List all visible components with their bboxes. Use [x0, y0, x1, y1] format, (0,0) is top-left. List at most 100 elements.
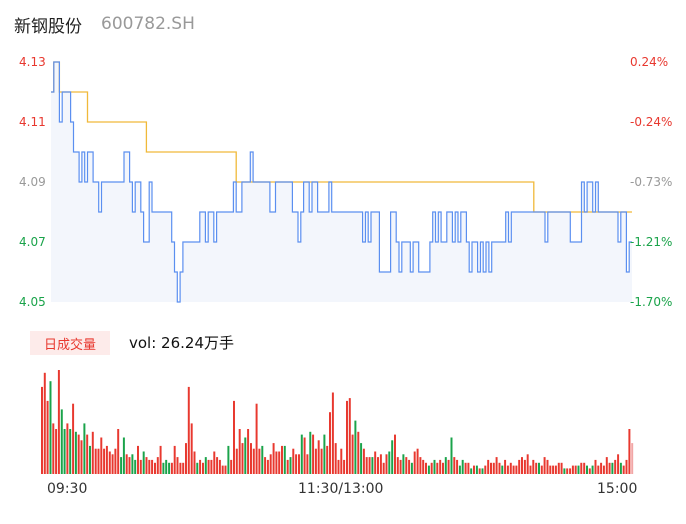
volume-bar	[588, 468, 591, 474]
volume-bar	[125, 454, 128, 474]
volume-bar	[41, 386, 43, 474]
volume-bar	[312, 434, 315, 474]
volume-bar	[300, 434, 303, 474]
volume-bar	[151, 459, 154, 474]
volume-bar	[470, 468, 473, 474]
volume-bar	[49, 381, 52, 474]
volume-bar	[461, 459, 464, 474]
volume-bar	[137, 445, 139, 474]
volume-bar	[250, 443, 252, 474]
volume-bar	[586, 465, 588, 474]
volume-bar	[247, 429, 250, 474]
volume-bar	[235, 448, 238, 474]
volume-bar	[128, 457, 131, 474]
y-tick-label: 4.13	[19, 55, 46, 69]
y2-tick-label: -0.73%	[630, 175, 672, 189]
volume-bar	[543, 457, 546, 474]
volume-bar	[617, 454, 620, 474]
volume-bar	[594, 459, 597, 474]
volume-bar	[354, 420, 357, 474]
volume-bar	[343, 459, 346, 474]
volume-bar	[362, 448, 365, 474]
volume-bar	[281, 445, 283, 474]
volume-bar	[614, 459, 617, 474]
volume-bar	[622, 465, 625, 474]
volume-bar	[283, 445, 286, 474]
volume-bar	[331, 392, 334, 474]
volume-bar	[60, 409, 63, 474]
volume-bar	[295, 454, 298, 474]
volume-bar	[394, 434, 396, 474]
volume-bar	[605, 457, 608, 474]
volume-bar	[202, 462, 204, 474]
volume-bar	[526, 454, 529, 474]
volume-bar	[148, 459, 151, 474]
volume-bar	[323, 434, 326, 474]
volume-bar	[577, 465, 580, 474]
stock-code: 600782.SH	[101, 14, 195, 34]
volume-bar	[351, 434, 354, 474]
volume-bar	[204, 457, 207, 474]
volume-bar	[108, 451, 111, 474]
volume-bar	[230, 459, 233, 474]
percent-axis: 0.24% -0.24% -0.73% -1.21% -1.70%	[630, 55, 672, 309]
volume-bar	[105, 445, 108, 474]
price-axis: 4.13 4.11 4.09 4.07 4.05	[19, 55, 46, 309]
volume-bar	[306, 454, 309, 474]
volume-bar	[241, 443, 244, 474]
volume-bar	[563, 468, 566, 474]
volume-bar	[357, 431, 360, 474]
volume-bar	[529, 465, 532, 474]
volume-bar	[122, 437, 125, 474]
volume-bar	[43, 372, 46, 474]
volume-bar	[89, 445, 91, 474]
volume-bar	[597, 465, 600, 474]
volume-bar	[515, 465, 518, 474]
volume-bar	[120, 457, 123, 474]
volume-bar	[346, 400, 348, 474]
volume-bar	[224, 465, 227, 474]
volume-bar	[456, 459, 459, 474]
volume-bar	[532, 459, 535, 474]
volume-bar	[501, 465, 504, 474]
volume-bar	[410, 462, 413, 474]
volume-bar	[602, 465, 605, 474]
volume-bar	[320, 448, 323, 474]
volume-bar	[554, 465, 557, 474]
volume-bar	[176, 457, 179, 474]
volume-bar	[314, 448, 317, 474]
y-tick-label: 4.07	[19, 235, 46, 249]
volume-bar	[190, 423, 193, 474]
volume-bar	[495, 457, 498, 474]
x-tick-open: 09:30	[47, 481, 88, 497]
volume-bar	[611, 462, 614, 474]
volume-bar	[478, 468, 481, 474]
volume-bar	[187, 386, 190, 474]
volume-badge-label: 日成交量	[44, 338, 97, 353]
volume-bar	[631, 443, 634, 474]
volume-bar	[374, 451, 377, 474]
volume-bar	[221, 465, 224, 474]
volume-bar	[535, 462, 538, 474]
volume-bars	[41, 370, 634, 474]
volume-bar	[329, 412, 331, 474]
volume-bar	[216, 457, 219, 474]
volume-bar	[278, 451, 281, 474]
volume-bar	[492, 462, 495, 474]
volume-bar	[196, 462, 199, 474]
volume-bar	[134, 459, 137, 474]
volume-bar	[560, 462, 563, 474]
volume-bar	[498, 462, 501, 474]
volume-bar	[63, 429, 66, 474]
volume-bar	[416, 448, 419, 474]
volume-bar	[114, 448, 117, 474]
volume-bar	[238, 429, 241, 474]
volume-bar	[298, 454, 300, 474]
volume-bar	[74, 431, 77, 474]
volume-bar	[467, 462, 470, 474]
volume-bar	[227, 445, 230, 474]
average-price-line	[51, 61, 632, 213]
volume-bar	[600, 462, 603, 474]
volume-bar	[154, 462, 156, 474]
